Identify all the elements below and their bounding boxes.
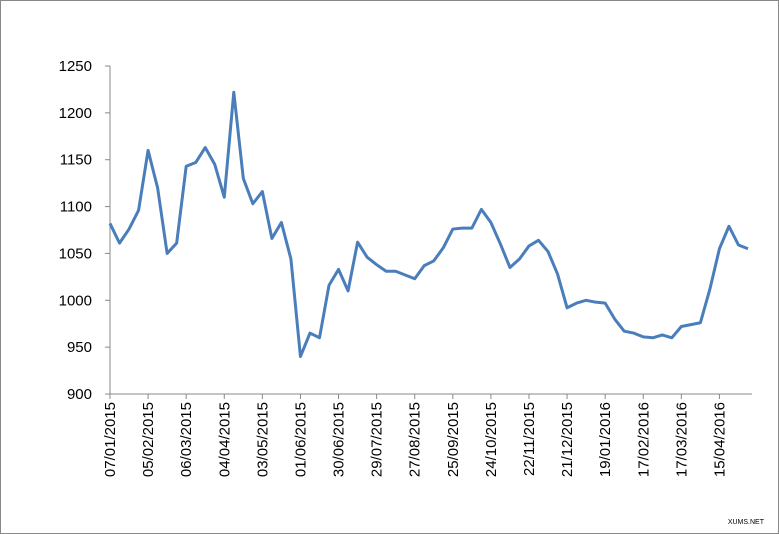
x-tick-label: 30/06/2015	[331, 402, 348, 477]
y-tick-label: 1050	[59, 245, 92, 262]
y-tick-label: 1250	[59, 58, 92, 75]
x-tick-label: 04/04/2015	[216, 402, 233, 477]
x-tick-label: 17/03/2016	[673, 402, 690, 477]
x-tick-label: 15/04/2016	[711, 402, 728, 477]
x-tick-label: 29/07/2015	[369, 402, 386, 477]
x-tick-label: 05/02/2015	[140, 402, 157, 477]
x-tick-label: 25/09/2015	[445, 402, 462, 477]
x-tick-label: 24/10/2015	[483, 402, 500, 477]
line-series	[108, 90, 749, 359]
y-tick-label: 950	[67, 339, 92, 356]
x-tick-label: 07/01/2015	[102, 402, 119, 477]
x-tick-label: 27/08/2015	[407, 402, 424, 477]
y-tick-label: 1000	[59, 292, 92, 309]
y-tick-label: 1150	[60, 152, 92, 169]
y-tick-label: 1200	[59, 105, 92, 122]
x-tick-label: 03/05/2015	[254, 402, 271, 477]
x-tick-label: 21/12/2015	[559, 402, 576, 477]
x-tick-label: 19/01/2016	[597, 402, 614, 477]
x-tick-label: 01/06/2015	[292, 402, 309, 477]
watermark: XUMS.NET	[728, 519, 765, 526]
y-tick-label: 900	[67, 386, 92, 403]
x-tick-label: 22/11/2015	[521, 402, 538, 476]
y-tick-label: 1100	[60, 199, 92, 216]
x-tick-label: 17/02/2016	[635, 402, 652, 477]
x-tick-label: 06/03/2015	[178, 402, 195, 477]
